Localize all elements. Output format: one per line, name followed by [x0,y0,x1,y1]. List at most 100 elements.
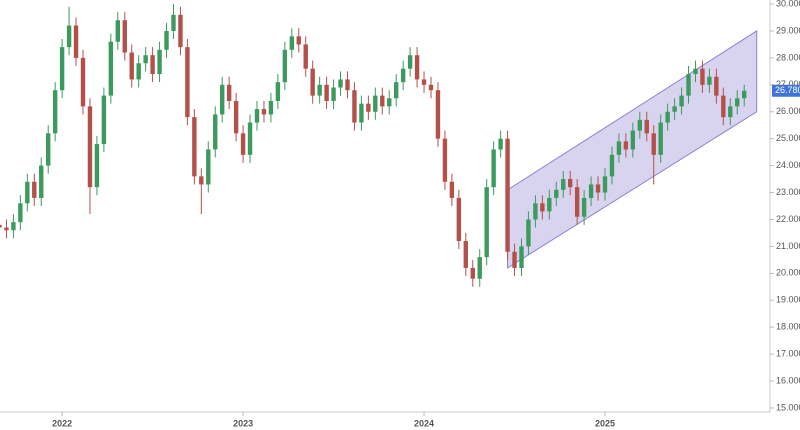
candle-body [164,30,169,50]
candle-body [0,224,2,228]
candle-body [533,203,538,220]
candle-body [247,122,253,155]
candle-body [442,138,448,182]
candle-body [686,74,691,96]
candle-body [206,149,211,185]
candle-body [470,267,475,279]
candle-body [80,57,86,107]
candle-body [547,197,552,212]
y-tick-label: 18.000 [776,322,800,332]
candle-body [421,79,427,85]
candle-body [46,133,51,166]
candle-body [254,109,260,123]
candle-body [637,119,642,131]
candle-body [143,55,148,64]
candle-body [700,68,705,85]
last-price-label: 26.780 [775,85,800,95]
candle-body [658,122,663,155]
candle-body [52,90,58,134]
y-tick-label: 27.000 [776,79,800,89]
candle-body [380,95,385,107]
candle-body [331,87,336,101]
candle-body [609,154,615,177]
candle-body [595,184,601,193]
candle-body [554,189,559,198]
y-tick-label: 19.000 [776,295,800,305]
candle-body [491,149,496,188]
candle-body [220,84,225,115]
candle-body [192,117,197,177]
candle-body [108,41,114,96]
candle-body [129,52,134,80]
candle-body [289,36,294,50]
y-tick-label: 23.000 [776,187,800,197]
candle-body [477,257,482,279]
candle-body [568,179,573,188]
candle-body [268,100,274,115]
candle-body [679,95,684,107]
candle-body [261,109,267,115]
candle-body [39,165,44,198]
candle-body [32,181,37,198]
candle-body [561,179,566,190]
candle-body [387,98,392,107]
candle-body [11,222,16,231]
y-tick-label: 20.000 [776,268,800,278]
candle-body [519,246,524,268]
candle-body [602,176,608,193]
candle-body [18,203,23,223]
candle-body [449,181,455,198]
y-tick-label: 24.000 [776,160,800,170]
y-tick-label: 22.000 [776,214,800,224]
candle-body [644,119,649,134]
y-tick-label: 17.000 [776,348,800,358]
candle-body [428,84,434,91]
x-tick-label: 2023 [233,418,253,428]
candle-body [157,49,162,75]
y-tick-label: 15.000 [776,402,800,412]
candle-body [178,14,183,48]
y-tick-label: 26.000 [776,106,800,116]
candle-body [101,95,107,145]
candle-body [122,20,127,53]
candle-body [714,76,719,96]
y-tick-label: 28.000 [776,52,800,62]
candle-body [115,20,120,42]
candle-body [345,79,350,91]
candle-body [623,141,629,150]
x-tick-label: 2024 [414,418,434,428]
last-price-box [772,84,800,97]
candle-body [296,36,301,45]
candle-body [435,90,441,139]
candle-body [707,76,712,85]
candle-body [505,138,510,252]
candle-body [359,103,364,123]
candle-body [414,55,420,80]
candle-body [665,111,670,123]
candle-body [463,241,468,268]
candle-body [324,84,329,101]
candle-body [651,133,656,155]
y-tick-label: 16.000 [776,375,800,385]
candle-body [456,197,462,242]
y-tick-label: 25.000 [776,133,800,143]
candle-body [352,90,357,123]
candle-body [66,25,72,48]
candle-body [540,203,545,212]
candle-body [407,55,413,69]
candle-body [630,130,636,150]
candle-body [73,25,79,58]
candle-body [185,47,190,118]
candle-body [394,82,399,99]
candle-body [213,114,218,150]
candle-body [338,79,343,88]
x-tick-label: 2022 [52,418,72,428]
candle-body [574,187,580,217]
candle-body [373,95,378,112]
candle-body [94,144,100,188]
candle-body [4,227,9,231]
candle-body [59,47,65,91]
candle-body [25,181,30,204]
candle-body [87,106,93,188]
